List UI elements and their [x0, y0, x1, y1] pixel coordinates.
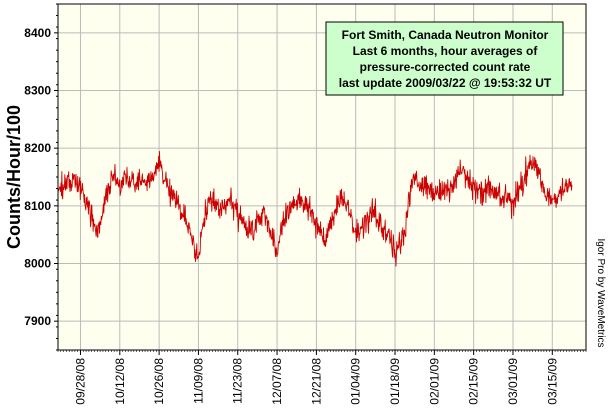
x-tick-label: 03/01/09: [506, 358, 520, 405]
y-tick-label: 8400: [24, 26, 51, 40]
y-axis-label: Counts/Hour/100: [4, 105, 24, 249]
legend-line-3: pressure-corrected count rate: [360, 60, 531, 74]
x-tick-label: 12/21/08: [309, 358, 323, 405]
legend-box: Fort Smith, Canada Neutron Monitor Last …: [325, 21, 564, 96]
series-line-0: [57, 151, 573, 267]
x-tick-label: 03/15/09: [545, 358, 559, 405]
y-tick-label: 8200: [24, 141, 51, 155]
legend-line-2: Last 6 months, hour averages of: [353, 44, 539, 58]
x-tick-label: 11/23/08: [231, 358, 245, 404]
x-tick-label: 02/15/09: [467, 358, 481, 405]
y-tick-label: 8100: [24, 199, 51, 213]
y-axis-ticks: 7900 8000 8100 8200 8300 8400: [24, 3, 58, 351]
x-tick-label: 12/07/08: [270, 358, 284, 405]
legend-line-4: last update 2009/03/22 @ 19:53:32 UT: [339, 76, 552, 90]
y-tick-label: 8000: [24, 257, 51, 271]
x-tick-label: 01/04/09: [349, 358, 363, 405]
series-layer: [57, 151, 573, 267]
x-tick-label: 02/01/09: [427, 358, 441, 405]
x-tick-label: 09/28/08: [73, 358, 87, 405]
credit-label: Igor Pro by WaveMetrics: [595, 238, 606, 347]
grid-lines: [58, 4, 586, 350]
y-tick-label: 8300: [24, 84, 51, 98]
legend-background: [325, 21, 564, 96]
y-tick-label: 7900: [24, 314, 51, 328]
x-tick-label: 11/09/08: [191, 358, 205, 404]
x-tick-label: 10/12/08: [113, 358, 127, 405]
plot-frame: [57, 3, 587, 351]
legend-line-1: Fort Smith, Canada Neutron Monitor: [342, 28, 549, 42]
x-tick-label: 01/18/09: [388, 358, 402, 405]
x-tick-label: 10/26/08: [152, 358, 166, 405]
